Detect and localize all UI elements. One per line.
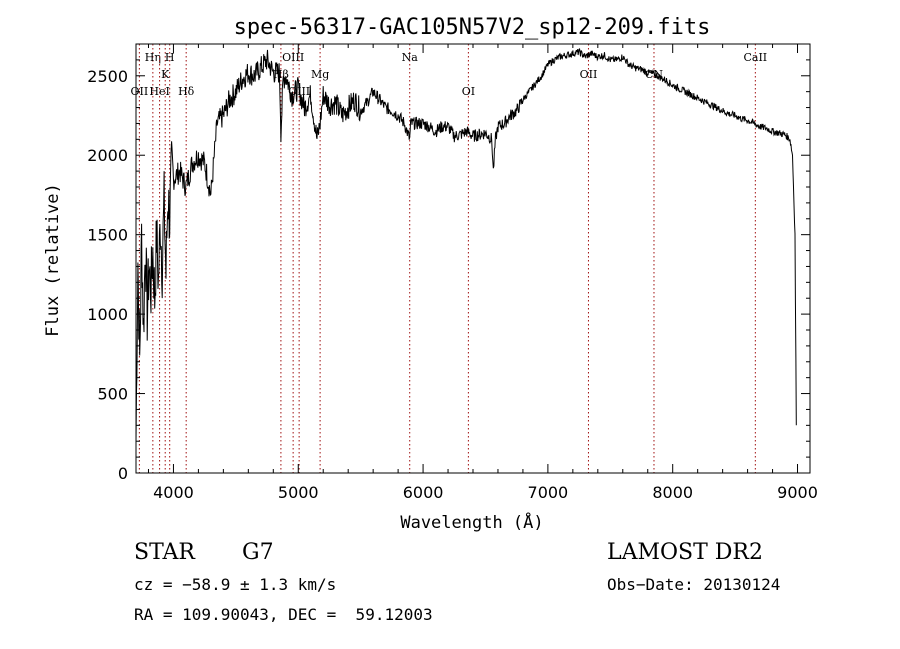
spectral-line-label: K: [161, 68, 170, 81]
spectral-line-label: CaII: [743, 51, 767, 64]
survey-name: LAMOST DR2: [607, 540, 763, 565]
y-tick-label: 1000: [87, 305, 128, 324]
spectral-line-label: OIII: [282, 51, 304, 64]
spectrum-series: [135, 48, 797, 442]
chart-title: spec-56317-GAC105N57V2_sp12-209.fits: [234, 15, 711, 40]
spectral-line-label: OIII: [288, 85, 310, 98]
spectrum-line: [135, 48, 797, 442]
y-tick-label: 500: [97, 385, 128, 404]
spectral-line-label: Hδ: [178, 85, 195, 98]
x-tick-label: 8000: [652, 483, 693, 502]
x-axis-label: Wavelength (Å): [400, 511, 543, 533]
sky-coordinates: RA = 109.90043, DEC = 59.12003: [134, 605, 433, 624]
y-tick-label: 2500: [87, 67, 128, 86]
x-tick-label: 5000: [278, 483, 319, 502]
x-tick-label: 6000: [403, 483, 444, 502]
redshift-velocity: cz = −58.9 ± 1.3 km/s: [134, 575, 337, 594]
spectral-line-label: Hη: [145, 51, 161, 64]
x-tick-label: 7000: [528, 483, 569, 502]
spectral-line-label: OI: [462, 85, 475, 98]
y-axis: 0 500 1000 1500 2000 2500: [87, 59, 810, 483]
spectral-line-label: Mg: [311, 68, 329, 81]
observation-date: Obs−Date: 20130124: [607, 575, 781, 594]
x-tick-label: 4000: [153, 483, 194, 502]
x-axis: 4000 5000 6000 7000 8000 9000: [147, 44, 818, 502]
spectral-line-label: OII: [580, 68, 598, 81]
spectral-line-label: Na: [402, 51, 419, 64]
y-tick-label: 2000: [87, 146, 128, 165]
spectral-line-label: HeI: [149, 85, 169, 98]
object-subclass: G7: [242, 540, 274, 565]
y-tick-label: 1500: [87, 226, 128, 245]
object-class: STAR: [134, 540, 195, 565]
plot-frame: [135, 43, 811, 474]
y-axis-label: Flux (relative): [43, 183, 63, 337]
x-tick-label: 9000: [777, 483, 818, 502]
y-tick-label: 0: [118, 464, 128, 483]
spectral-line-label: H: [165, 51, 175, 64]
